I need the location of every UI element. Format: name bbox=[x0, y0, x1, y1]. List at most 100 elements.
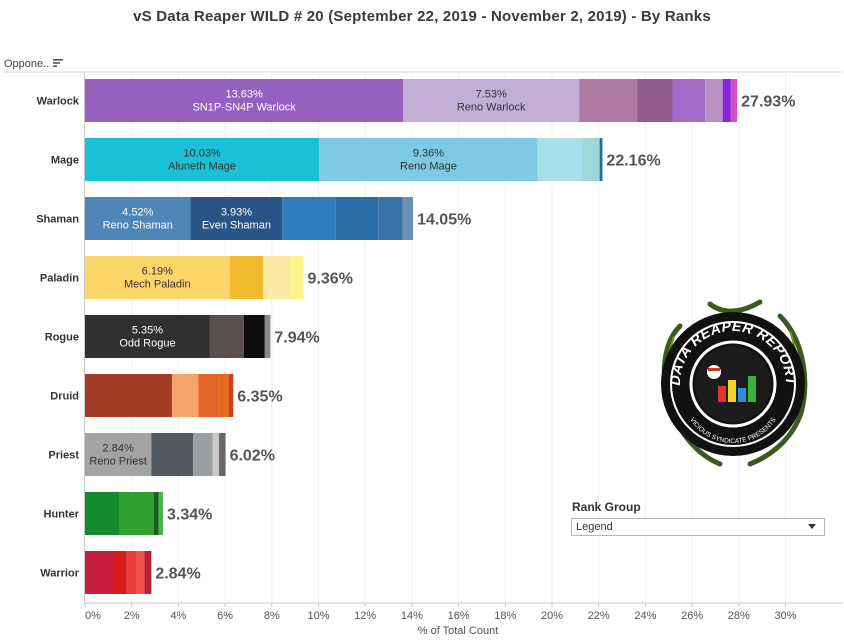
category-label: Rogue bbox=[45, 332, 79, 344]
bar-segment[interactable] bbox=[263, 256, 291, 299]
x-axis: 0% 2% 4% 6% 8% 10% 12% 14% 16% 18% 20% 22% 24% 26% 28%… bbox=[84, 602, 843, 637]
chevron-down-icon[interactable] bbox=[808, 524, 816, 529]
bar-segment[interactable] bbox=[158, 492, 163, 535]
bar-segment[interactable] bbox=[722, 79, 731, 122]
bar-segment[interactable] bbox=[290, 256, 304, 299]
bar-segment[interactable] bbox=[85, 79, 404, 122]
bar-segment[interactable] bbox=[319, 138, 538, 181]
category-label: Shaman bbox=[36, 214, 79, 226]
category-labels: Warlock Mage Shaman Paladin Rogue Druid Priest… bbox=[36, 96, 80, 580]
bar-segment[interactable] bbox=[85, 197, 191, 240]
segment-name-label: SN1P-SN4P Warlock bbox=[192, 102, 296, 114]
row-header-opponent[interactable]: Oppone.. bbox=[4, 58, 50, 70]
segment-name-label: Odd Rogue bbox=[119, 338, 175, 350]
segment-percent-label: 4.52% bbox=[122, 207, 153, 219]
segment-percent-label: 5.35% bbox=[132, 325, 163, 337]
segment-name-label: Even Shaman bbox=[202, 220, 271, 232]
bar-segment[interactable] bbox=[151, 433, 194, 476]
rank-group-dropdown[interactable]: Legend bbox=[571, 518, 825, 536]
bar-segment[interactable] bbox=[85, 492, 120, 535]
bar-segment[interactable] bbox=[190, 197, 283, 240]
bar-segment[interactable] bbox=[85, 433, 152, 476]
bar-segment[interactable] bbox=[537, 138, 583, 181]
bar-total-label: 6.02% bbox=[230, 448, 275, 465]
bar-segment[interactable] bbox=[218, 374, 229, 417]
x-tick-label: 10% bbox=[307, 610, 329, 622]
bar-segment[interactable] bbox=[219, 433, 226, 476]
bar-segment[interactable] bbox=[402, 197, 414, 240]
x-tick-label: 12% bbox=[354, 610, 376, 622]
category-label: Druid bbox=[50, 391, 79, 403]
bar-total-label: 6.35% bbox=[237, 389, 282, 406]
category-label: Mage bbox=[51, 155, 79, 167]
x-tick-label: 20% bbox=[541, 610, 563, 622]
segment-percent-label: 6.19% bbox=[142, 266, 173, 278]
bar-segment[interactable] bbox=[637, 79, 673, 122]
bar-segment[interactable] bbox=[85, 256, 230, 299]
bar-total-label: 14.05% bbox=[417, 212, 471, 229]
bar-total-label: 9.36% bbox=[308, 271, 353, 288]
x-tick-label: 28% bbox=[728, 610, 750, 622]
bar-segment[interactable] bbox=[672, 79, 706, 122]
sort-icon[interactable] bbox=[52, 57, 64, 69]
chart-title: vS Data Reaper WILD # 20 (September 22, … bbox=[133, 8, 711, 25]
bar-segment[interactable] bbox=[730, 79, 738, 122]
bar-segment[interactable] bbox=[153, 492, 159, 535]
bar-segment[interactable] bbox=[582, 138, 600, 181]
bar-total-label: 22.16% bbox=[606, 153, 660, 170]
bar-total-label: 3.34% bbox=[167, 507, 212, 524]
segment-name-label: Reno Shaman bbox=[103, 220, 173, 232]
bar-segment[interactable] bbox=[193, 433, 213, 476]
bars: 13.63%SN1P-SN4P Warlock 7.53%Reno Warlock… bbox=[85, 79, 795, 594]
segment-name-label: Reno Mage bbox=[400, 161, 457, 173]
bar-segment[interactable] bbox=[378, 197, 403, 240]
bar-segment[interactable] bbox=[85, 551, 114, 594]
bar-segment[interactable] bbox=[705, 79, 723, 122]
segment-name-label: Mech Paladin bbox=[124, 279, 191, 291]
x-tick-label: 14% bbox=[401, 610, 423, 622]
bar-segment[interactable] bbox=[85, 138, 320, 181]
segment-name-label: Reno Priest bbox=[89, 456, 146, 468]
bar-segment[interactable] bbox=[243, 315, 265, 358]
bar-segment[interactable] bbox=[85, 374, 173, 417]
bar-segment[interactable] bbox=[335, 197, 379, 240]
bar-segment[interactable] bbox=[85, 315, 210, 358]
bar-segment[interactable] bbox=[136, 551, 145, 594]
segment-percent-label: 13.63% bbox=[225, 89, 263, 101]
bar-total-label: 2.84% bbox=[155, 566, 200, 583]
bar-segment[interactable] bbox=[212, 433, 220, 476]
segment-percent-label: 10.03% bbox=[183, 148, 221, 160]
x-tick-label: 26% bbox=[681, 610, 703, 622]
bar-segment[interactable] bbox=[264, 315, 271, 358]
bar-segment[interactable] bbox=[126, 551, 137, 594]
x-tick-label: 16% bbox=[448, 610, 470, 622]
x-tick-label: 6% bbox=[217, 610, 233, 622]
bar-segment[interactable] bbox=[403, 79, 580, 122]
x-tick-label: 18% bbox=[494, 610, 516, 622]
bar-segment[interactable] bbox=[198, 374, 219, 417]
data-reaper-logo: DATA REAPER REPORT VICIOUS SYNDICATE PRE… bbox=[661, 299, 808, 467]
x-tick-label: 0% bbox=[85, 610, 101, 622]
bar-segment[interactable] bbox=[172, 374, 199, 417]
x-tick-label: 2% bbox=[124, 610, 140, 622]
category-label: Paladin bbox=[40, 273, 79, 285]
bar-segment[interactable] bbox=[229, 256, 264, 299]
bar-segment[interactable] bbox=[599, 138, 603, 181]
bar-segment[interactable] bbox=[119, 492, 154, 535]
x-tick-label: 24% bbox=[634, 610, 656, 622]
category-label: Priest bbox=[48, 450, 79, 462]
bar-segment[interactable] bbox=[113, 551, 127, 594]
bar-segment[interactable] bbox=[209, 315, 244, 358]
segment-percent-label: 2.84% bbox=[103, 443, 134, 455]
segment-percent-label: 3.93% bbox=[221, 207, 252, 219]
bar-segment[interactable] bbox=[579, 79, 638, 122]
x-tick-label: 4% bbox=[170, 610, 186, 622]
bar-total-label: 7.94% bbox=[274, 330, 319, 347]
category-label: Warrior bbox=[40, 568, 79, 580]
bar-segment[interactable] bbox=[144, 551, 152, 594]
bar-segment[interactable] bbox=[228, 374, 234, 417]
category-label: Warlock bbox=[37, 96, 80, 108]
bar-segment[interactable] bbox=[282, 197, 336, 240]
x-tick-label: 8% bbox=[264, 610, 280, 622]
